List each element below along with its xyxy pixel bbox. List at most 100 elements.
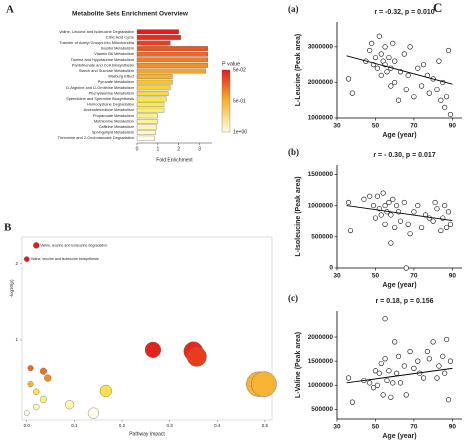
y-tick-label: 500000 [311,234,333,241]
x-tick-label: 0.5 [262,423,269,428]
colorbar [221,69,231,133]
data-point [382,356,388,362]
bubble [33,242,40,249]
data-point [397,380,404,386]
plot-frame [21,236,273,421]
x-tick-label: 3 [198,146,201,152]
bubble [23,256,30,262]
y-tick-label: 0 [329,265,333,272]
panel-label: (b) [288,147,299,157]
data-point [370,202,377,209]
category-label: Threonine and 2-Oxobutanoate Degradation [58,135,134,140]
data-point [390,196,396,202]
data-point [415,65,421,71]
bar [136,51,208,57]
data-point [442,202,448,209]
data-point [345,375,352,381]
data-point [403,392,409,398]
category-label: Homocysteine Degradation [87,102,134,107]
data-point [394,370,400,376]
x-tick-label: 0 [136,146,139,152]
bubble [144,341,162,358]
x-tick-label: 0.0 [24,423,31,428]
data-point [390,40,396,46]
category-label: Pantothenate and CoA Biosynthesis [72,62,134,67]
data-point [378,51,384,57]
data-point [436,58,442,64]
x-tick-label: 90 [449,123,457,130]
data-point [392,224,398,231]
x-tick-label: 0.4 [214,423,221,428]
group-label: C [433,0,442,15]
bar [136,46,208,51]
data-point [445,209,452,215]
x-axis-label: Fold Enrichment [156,157,193,163]
category-label: Methionine Metabolism [94,118,134,123]
data-point [380,392,386,398]
data-point [369,40,375,46]
data-point [401,51,407,57]
data-point [426,356,432,362]
bar [136,68,206,74]
data-point [403,265,409,271]
data-point [415,202,421,209]
x-axis-label: Age (year) [382,132,416,139]
category-label: Starch and Sucrose Metabolism [79,68,134,73]
data-point [411,209,417,215]
data-point [405,221,411,227]
category-label: Sphingolipid Metabolism [92,130,134,135]
y-tick-label: 2000000 [308,334,334,341]
data-point [394,202,400,209]
data-point [444,336,450,343]
panel-label: B [4,222,12,234]
data-point [411,94,417,100]
data-point [434,206,440,212]
category-label: Propanoate Metabolism [93,113,134,118]
data-point [447,221,454,227]
data-point [392,79,398,86]
data-point [436,363,442,369]
x-tick-label: 70 [410,273,418,280]
data-point [420,62,427,68]
bubble [87,407,100,419]
trend-line [346,367,453,384]
bar [136,124,157,130]
x-tick-label: 30 [333,424,341,431]
y-axis-label: -log10(p) [9,279,14,298]
data-point [440,353,446,359]
colorbar-title: P value [222,61,240,67]
bubble [27,365,34,372]
data-point [434,375,440,381]
bar [136,119,158,124]
colorbar-tick-label: 5e-02 [233,67,246,73]
bubble [186,346,207,367]
data-point [420,375,427,381]
data-point [419,83,425,89]
data-point [374,382,380,388]
axes [336,311,462,420]
bubble [39,395,47,403]
bar [136,63,208,68]
category-label: Spermidine and Spermine Biosynthesis [66,96,134,101]
data-point [367,47,373,54]
data-point [372,54,379,61]
data-point [407,231,413,237]
x-tick-label: 50 [372,123,380,130]
data-point [397,218,404,224]
data-point [401,363,407,369]
bubble [33,388,40,395]
data-point [384,377,390,384]
data-point [386,368,392,374]
bar [136,40,171,46]
x-axis-label: Age (year) [382,282,416,289]
data-point [361,196,367,202]
data-point [424,348,430,355]
data-point [426,215,432,221]
x-tick-label: 50 [372,424,380,431]
x-tick-label: 70 [410,424,418,431]
x-tick-label: 0.1 [71,423,78,428]
data-point [447,358,454,364]
data-point [378,360,384,367]
panel-label: (c) [288,293,298,303]
point-label: Valine, leucine and isoleucine degradati… [40,243,107,247]
